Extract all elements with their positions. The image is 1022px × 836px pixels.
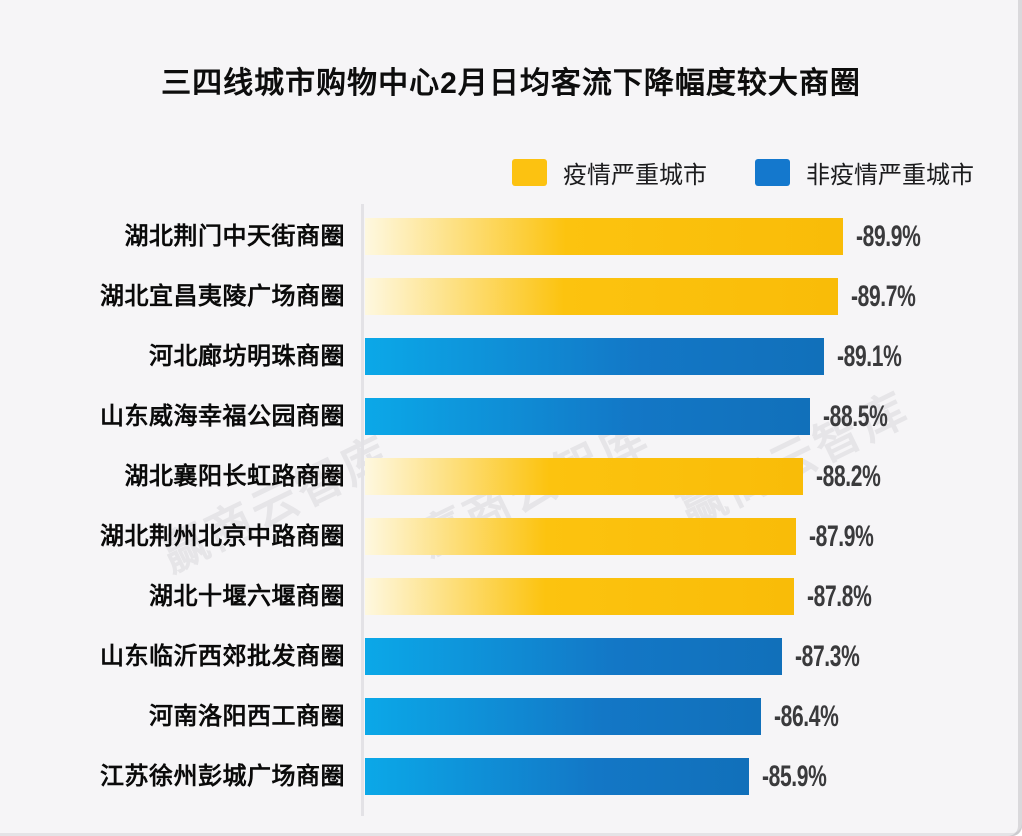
value-label: -87.9% [809,520,874,553]
category-label: 湖北襄阳长虹路商圈 [124,463,345,490]
bar-severe-city [365,458,803,495]
category-label: 江苏徐州彭城广场商圈 [100,763,345,790]
legend-swatch-nonsevere [755,159,790,186]
bar-row: 湖北襄阳长虹路商圈 -88.2% [0,458,1022,495]
bar-nonsevere-city [365,638,782,675]
bar-row: 山东威海幸福公园商圈 -88.5% [0,398,1022,435]
bar-row: 河北廊坊明珠商圈 -89.1% [0,338,1022,375]
value-label: -87.3% [795,640,860,673]
bar-row: 湖北宜昌夷陵广场商圈 -89.7% [0,278,1022,315]
bar-severe-city [365,518,796,555]
bar-nonsevere-city [365,698,761,735]
bar-nonsevere-city [365,338,824,375]
value-label: -89.7% [851,280,916,313]
bar-row: 湖北荆门中天街商圈 -89.9% [0,218,1022,255]
legend-label-nonsevere: 非疫情严重城市 [806,162,974,189]
legend-item-nonsevere: 非疫情严重城市 [755,155,974,190]
category-label: 湖北荆门中天街商圈 [124,223,345,250]
bar-row: 江苏徐州彭城广场商圈 -85.9% [0,758,1022,795]
value-label: -89.1% [837,340,902,373]
bar-severe-city [365,278,838,315]
category-label: 河南洛阳西工商圈 [149,703,345,730]
value-label: -88.5% [823,400,888,433]
value-label: -87.8% [807,580,872,613]
bar-nonsevere-city [365,758,749,795]
category-label: 山东临沂西郊批发商圈 [100,643,345,670]
value-label: -86.4% [774,700,839,733]
bar-severe-city [365,218,843,255]
value-label: -85.9% [762,760,827,793]
legend-swatch-severe [512,159,547,186]
bar-row: 河南洛阳西工商圈 -86.4% [0,698,1022,735]
category-label: 湖北十堰六堰商圈 [149,583,345,610]
legend-label-severe: 疫情严重城市 [563,162,707,189]
value-label: -88.2% [816,460,881,493]
bar-row: 湖北荆州北京中路商圈 -87.9% [0,518,1022,555]
category-label: 湖北宜昌夷陵广场商圈 [100,283,345,310]
value-label: -89.9% [856,220,921,253]
chart-title: 三四线城市购物中心2月日均客流下降幅度较大商圈 [161,67,861,100]
legend: 疫情严重城市 非疫情严重城市 [512,155,974,190]
category-label: 山东威海幸福公园商圈 [100,403,345,430]
legend-item-severe: 疫情严重城市 [512,155,707,190]
bar-nonsevere-city [365,398,810,435]
bar-row: 山东临沂西郊批发商圈 -87.3% [0,638,1022,675]
y-axis-line [361,204,364,816]
category-label: 湖北荆州北京中路商圈 [100,523,345,550]
bar-severe-city [365,578,794,615]
category-label: 河北廊坊明珠商圈 [149,343,345,370]
bar-row: 湖北十堰六堰商圈 -87.8% [0,578,1022,615]
